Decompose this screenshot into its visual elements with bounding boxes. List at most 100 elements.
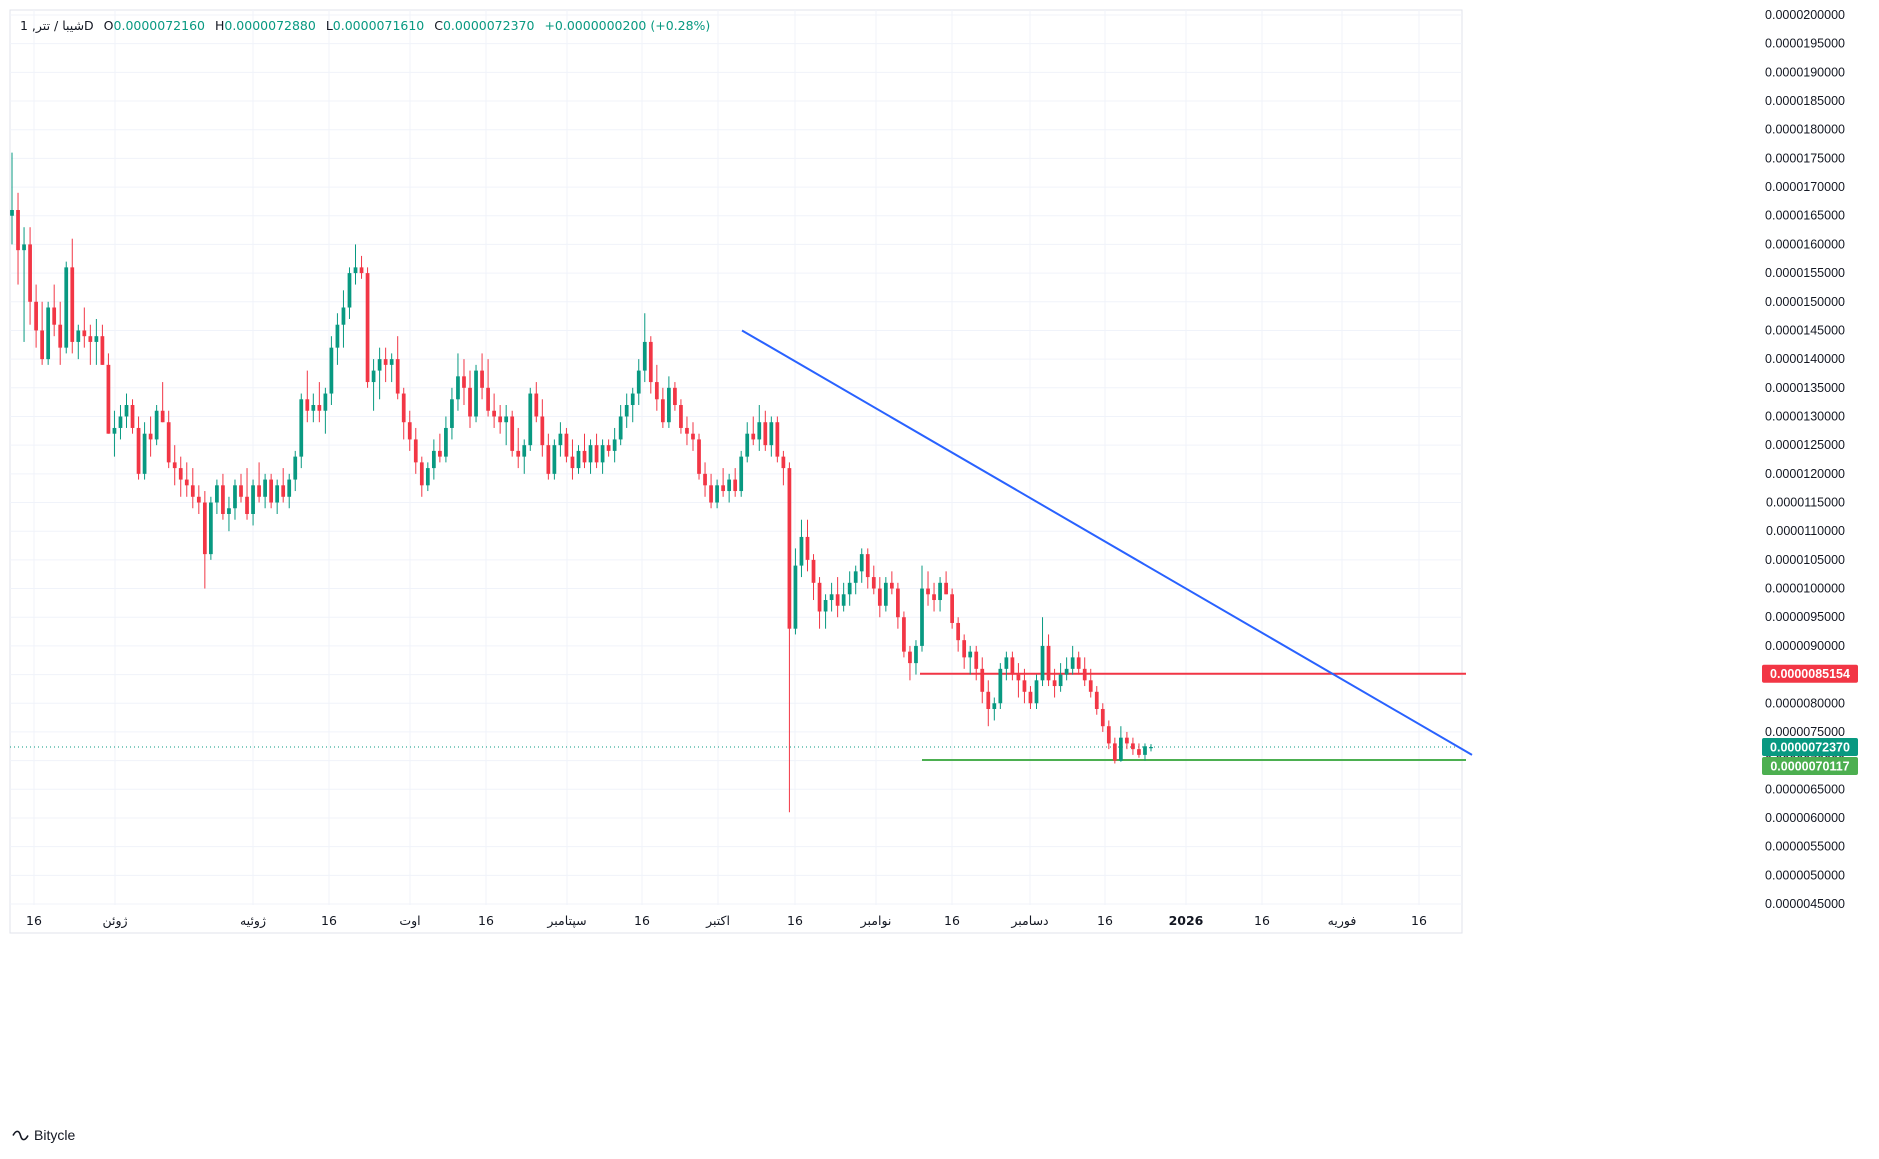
bitycle-logo-icon bbox=[12, 1130, 29, 1140]
candle-body bbox=[558, 433, 563, 446]
candle-body bbox=[697, 439, 701, 474]
x-tick-label: 16 bbox=[1097, 913, 1113, 928]
candle-body bbox=[160, 410, 165, 423]
candle-body bbox=[618, 416, 623, 440]
candle-body bbox=[630, 393, 635, 406]
candle-body bbox=[920, 588, 924, 646]
candle-body bbox=[667, 387, 671, 423]
y-tick-label: 0.0000145000 bbox=[1765, 323, 1845, 337]
symbol-label[interactable]: 1 ,شیبا / تتر bbox=[20, 18, 85, 33]
last-price-label: 0.0000072370 bbox=[1770, 741, 1850, 755]
candle-body bbox=[986, 691, 991, 709]
candle-body bbox=[239, 485, 243, 497]
x-tick-label: 2026 bbox=[1169, 913, 1204, 928]
x-tick-label: فوریه bbox=[1328, 913, 1357, 929]
x-tick-label: اکتبر bbox=[705, 913, 730, 929]
candle-body bbox=[787, 468, 792, 629]
candle-body bbox=[648, 341, 653, 383]
brand-watermark[interactable]: Bitycle bbox=[12, 1127, 75, 1143]
candle-body bbox=[1082, 668, 1087, 681]
descending-trendline bbox=[741, 329, 1473, 756]
candle-body bbox=[154, 410, 159, 440]
candle-body bbox=[329, 347, 334, 394]
candle-body bbox=[727, 479, 732, 492]
candle-body bbox=[293, 456, 298, 480]
y-tick-label: 0.0000065000 bbox=[1765, 782, 1845, 796]
candle-body bbox=[709, 485, 713, 503]
low-value: 0.0000071610 bbox=[332, 18, 425, 33]
candle-body bbox=[974, 651, 979, 669]
candle-body bbox=[371, 370, 376, 383]
candle-body bbox=[1010, 657, 1015, 675]
candle-body bbox=[654, 382, 659, 400]
candle-body bbox=[202, 502, 207, 555]
candle-body bbox=[703, 473, 707, 486]
candle-body bbox=[522, 445, 527, 457]
candle-body bbox=[926, 588, 930, 595]
candle-body bbox=[1052, 680, 1057, 687]
candle-body bbox=[444, 427, 448, 457]
support-price-badge bbox=[1762, 757, 1858, 776]
close-label: C bbox=[434, 18, 443, 33]
candle-body bbox=[431, 450, 436, 469]
candle-body bbox=[76, 330, 81, 342]
candle-body bbox=[1125, 737, 1129, 744]
candle-body bbox=[190, 485, 195, 497]
candle-body bbox=[1058, 674, 1063, 687]
candle-body bbox=[534, 393, 539, 417]
candle-body bbox=[34, 301, 38, 331]
candle-body bbox=[763, 422, 768, 446]
x-tick-label: اوت bbox=[399, 913, 420, 929]
candle-body bbox=[317, 405, 322, 411]
candle-body bbox=[311, 405, 316, 411]
candle-body bbox=[1106, 726, 1111, 744]
candle-body bbox=[100, 336, 105, 365]
candle-body bbox=[721, 485, 725, 492]
candle-body bbox=[1040, 645, 1045, 681]
candle-body bbox=[564, 433, 569, 457]
candle-body bbox=[275, 485, 280, 503]
candle-body bbox=[841, 594, 846, 606]
low-label: L bbox=[325, 18, 333, 33]
interval-label[interactable]: D bbox=[84, 18, 94, 33]
candle-body bbox=[492, 410, 496, 417]
candle-body bbox=[58, 324, 63, 348]
y-tick-label: 0.0000185000 bbox=[1765, 94, 1845, 108]
x-tick-label: 16 bbox=[321, 913, 337, 928]
x-tick-label: ژوئن bbox=[102, 913, 127, 929]
candle-body bbox=[896, 588, 900, 618]
candle-body bbox=[811, 559, 816, 583]
y-tick-label: 0.0000175000 bbox=[1765, 151, 1845, 165]
candle-body bbox=[769, 422, 774, 446]
candle-body bbox=[118, 416, 123, 428]
support-price-label: 0.0000070117 bbox=[1770, 760, 1849, 774]
candle-body bbox=[462, 376, 466, 388]
candle-body bbox=[612, 439, 617, 451]
candle-body bbox=[1100, 708, 1105, 727]
candle-body bbox=[251, 485, 255, 514]
x-tick-label: ژوئیه bbox=[240, 913, 266, 929]
candle-body bbox=[793, 565, 798, 629]
y-tick-label: 0.0000135000 bbox=[1765, 381, 1845, 395]
candle-body bbox=[829, 594, 834, 601]
candle-body bbox=[733, 479, 738, 492]
y-tick-label: 0.0000160000 bbox=[1765, 237, 1845, 251]
y-tick-label: 0.0000115000 bbox=[1766, 496, 1845, 510]
high-value: 0.0000072880 bbox=[224, 18, 316, 33]
candle-body bbox=[166, 422, 171, 463]
candle-body bbox=[552, 445, 557, 474]
candle-body bbox=[968, 651, 973, 658]
y-tick-label: 0.0000180000 bbox=[1765, 123, 1845, 137]
candle-body bbox=[889, 582, 894, 589]
candle-body bbox=[335, 324, 340, 348]
candle-body bbox=[902, 617, 906, 652]
candle-body bbox=[516, 450, 521, 457]
candle-body bbox=[486, 387, 490, 411]
y-tick-label: 0.0000125000 bbox=[1765, 438, 1845, 452]
y-tick-label: 0.0000170000 bbox=[1765, 180, 1845, 194]
candle-body bbox=[636, 370, 641, 394]
y-tick-label: 0.0000195000 bbox=[1765, 37, 1845, 51]
candle-body bbox=[956, 622, 961, 641]
candle-body bbox=[757, 422, 762, 440]
